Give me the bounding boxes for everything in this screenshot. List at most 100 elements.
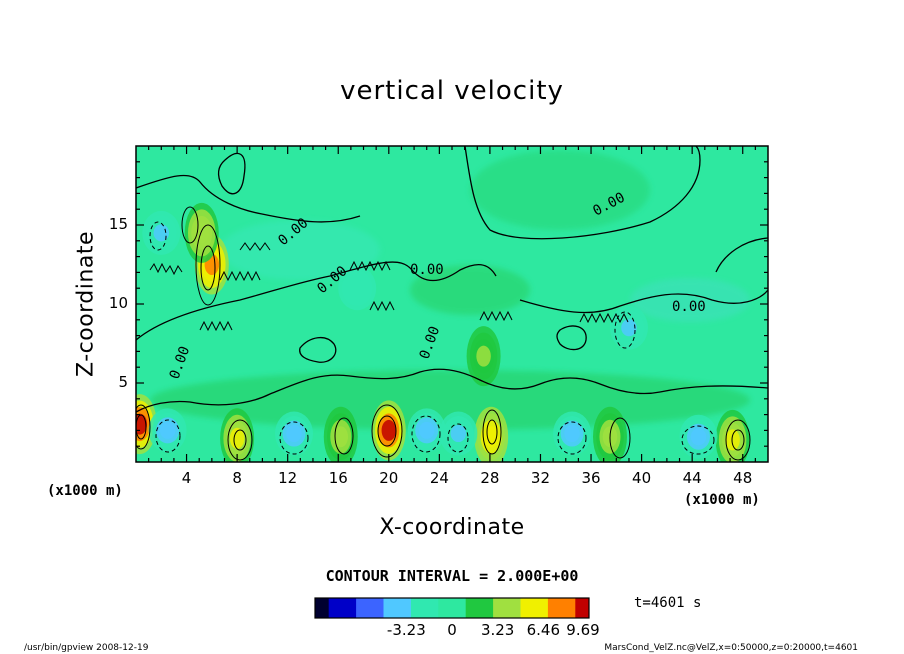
wiggly-contour [369,300,395,312]
colorbar-cell [424,598,430,618]
zero-contour [217,152,246,195]
core-contour [334,417,354,455]
colorbar-cell [465,598,471,618]
y-tick-label: 15 [108,215,128,233]
downdraft-core [679,414,718,459]
colorbar-cell [319,598,325,618]
core-ring [418,421,435,439]
zero-contour [136,174,361,223]
x-unit-left: (x1000 m) [47,483,123,499]
zero-contour [556,325,587,351]
core-ring [333,426,349,448]
core-contour [181,206,199,244]
x-tick-label: 40 [632,469,652,487]
core-ring [690,428,707,446]
colorbar-cell [328,598,334,618]
core-ring [159,421,176,439]
colorbar-cell [401,598,407,618]
core-contour [136,414,147,440]
zero-contour [464,146,701,240]
colorbar-cell [415,598,421,618]
core-ring [476,345,491,367]
colorbar-cell [456,598,462,618]
x-tick-label: 28 [480,469,500,487]
velocity-field [136,146,768,462]
colorbar-cell [447,598,453,618]
updraft-core [323,406,358,462]
downdraft-contour [411,415,441,453]
colorbar-cell [470,598,476,618]
colorbar [314,597,590,619]
colorbar-cell [378,598,384,618]
field-patch [630,278,750,322]
downdraft-contour [614,311,636,349]
x-unit-right: (x1000 m) [684,492,760,508]
core-ring [621,319,637,337]
wiggly-contour [349,260,391,272]
core-ring [564,425,580,443]
time-label: t=4601 s [634,595,702,611]
colorbar-cell [502,598,508,618]
downdraft-core [439,411,478,456]
wiggly-contour [149,262,183,276]
colorbar-label: 3.23 [480,621,515,639]
colorbar-cell [575,598,581,618]
colorbar-cell [552,598,558,618]
colorbar-cell [561,598,567,618]
updraft-core [371,400,406,461]
tick-marks [136,146,768,462]
noisy-contours [149,242,629,332]
core-ring [450,425,467,443]
colorbar-cell [374,598,380,618]
colorbar-cell [584,598,590,618]
dashed-contours [149,221,715,455]
x-tick-label: 32 [530,469,551,487]
x-tick-label: 44 [682,469,702,487]
colorbar-cell [493,598,499,618]
inner-contours [136,206,751,461]
contour-label: 0.00 [672,299,706,315]
core-contour [227,419,253,461]
downdraft-core [148,408,187,453]
colorbar-cell [547,598,553,618]
core-contour [486,419,498,445]
colorbar-cell [410,598,416,618]
colorbar-cell [433,598,439,618]
colorbar-cell [337,598,343,618]
colorbar-cell [483,598,490,618]
zero-contour [519,289,768,314]
core-ring [136,413,148,435]
core-contour [725,419,751,461]
colorbar-cell [388,598,394,618]
colorbar-cell [369,598,375,618]
core-ring [153,224,170,242]
footer-source: MarsCond_VelZ.nc@VelZ,x=0:50000,z=0:2000… [604,643,858,653]
updraft-core [715,409,750,462]
wiggly-contour [239,242,271,251]
contour-interval: CONTOUR INTERVAL = 2.000E+00 [325,567,579,585]
downdraft-contour [557,421,587,455]
colorbar-cell [429,598,435,618]
colorbar-cell [488,598,494,618]
colorbar-cell [356,598,362,618]
colorbar-label: 9.69 [566,621,600,639]
colorbar-cell [333,598,339,618]
zero-contour [715,237,768,273]
core-contour [371,404,403,458]
footer-program: /usr/bin/gpview 2008-12-19 [24,643,149,653]
colorbar-cell [406,598,412,618]
wiggly-contour [219,270,261,282]
downdraft-contour [279,421,309,455]
zero-contour [299,337,337,363]
colorbar-cell [442,598,448,618]
colorbar-label: -3.23 [386,621,426,639]
downdraft-core [609,305,648,350]
core-contour [136,404,151,450]
colorbar-cell [397,598,403,618]
field-patch [470,150,650,230]
zero-contour [136,368,768,413]
colorbar-cell [506,598,512,618]
downdraft-contour [447,423,469,453]
wiggly-contour [579,312,629,324]
updraft-core [474,406,509,462]
